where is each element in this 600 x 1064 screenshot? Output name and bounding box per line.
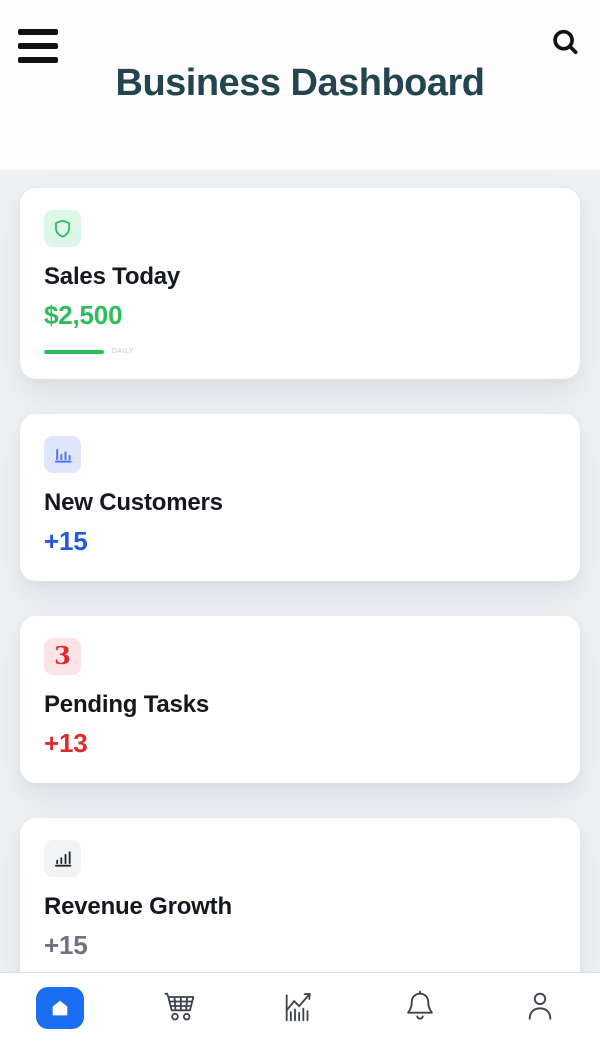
progress-label: DAILY	[112, 348, 135, 355]
three-icon: 3	[44, 638, 81, 675]
nav-item-home[interactable]	[0, 987, 120, 1029]
trend-chart-icon	[280, 987, 320, 1027]
growth-bars-icon	[44, 840, 81, 877]
progress-bar	[44, 349, 104, 354]
card-value: +15	[44, 930, 88, 960]
nav-item-analytics[interactable]	[240, 987, 360, 1027]
three-glyph: 3	[54, 640, 71, 670]
nav-item-profile[interactable]	[480, 987, 600, 1025]
card-revenue-growth[interactable]: Revenue Growth +15	[20, 818, 580, 985]
page-title: Business Dashboard	[115, 62, 486, 104]
card-pending-tasks[interactable]: 3 Pending Tasks +13	[20, 616, 580, 783]
nav-item-notifications[interactable]	[360, 987, 480, 1025]
card-value: $2,500	[44, 300, 123, 330]
home-icon	[36, 987, 84, 1029]
header: Business Dashboard	[0, 0, 600, 170]
bottom-nav	[0, 972, 600, 1064]
person-icon	[521, 987, 559, 1025]
bell-icon	[401, 987, 439, 1025]
progress-row: DAILY	[44, 348, 556, 355]
search-icon[interactable]	[548, 26, 582, 60]
nav-item-shop[interactable]	[120, 987, 240, 1027]
card-title: Revenue Growth	[44, 893, 232, 920]
card-title: Pending Tasks	[44, 691, 210, 718]
card-title: New Customers	[44, 489, 223, 516]
card-sales-today[interactable]: Sales Today $2,500 DAILY	[20, 188, 580, 379]
cart-icon	[160, 987, 200, 1027]
bar-chart-icon	[44, 436, 81, 473]
card-value: +13	[44, 728, 88, 758]
card-new-customers[interactable]: New Customers +15	[20, 414, 580, 581]
card-value: +15	[44, 526, 88, 556]
dashboard-cards: Sales Today $2,500 DAILY New Customers +…	[0, 170, 600, 985]
shield-icon	[44, 210, 81, 247]
menu-icon[interactable]	[18, 29, 58, 63]
card-title: Sales Today	[44, 263, 181, 290]
